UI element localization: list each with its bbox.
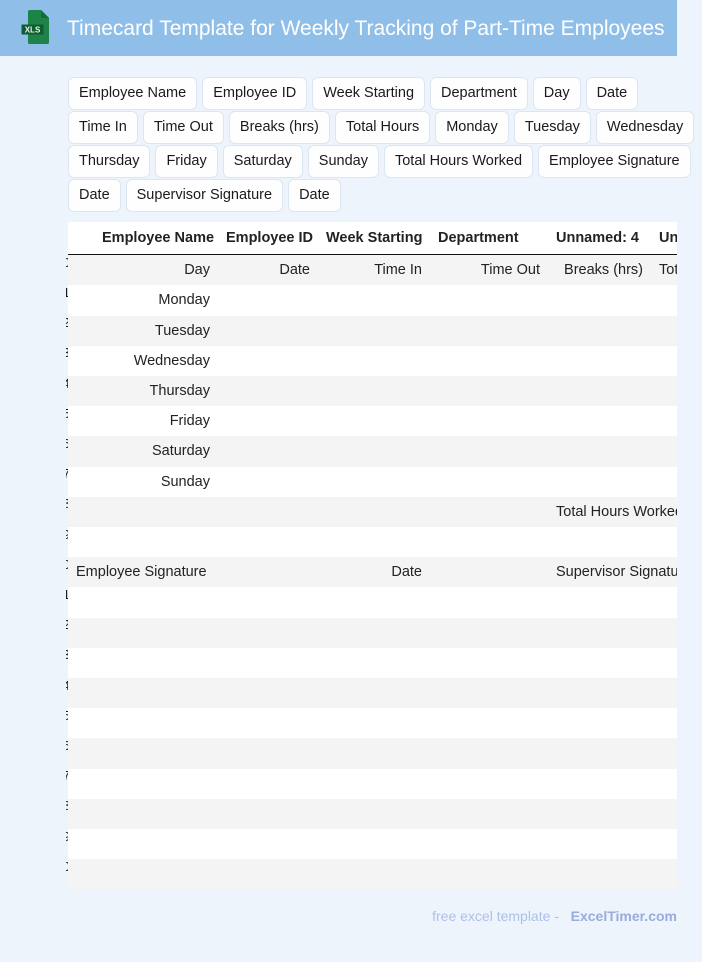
svg-text:XLS: XLS bbox=[25, 25, 41, 34]
